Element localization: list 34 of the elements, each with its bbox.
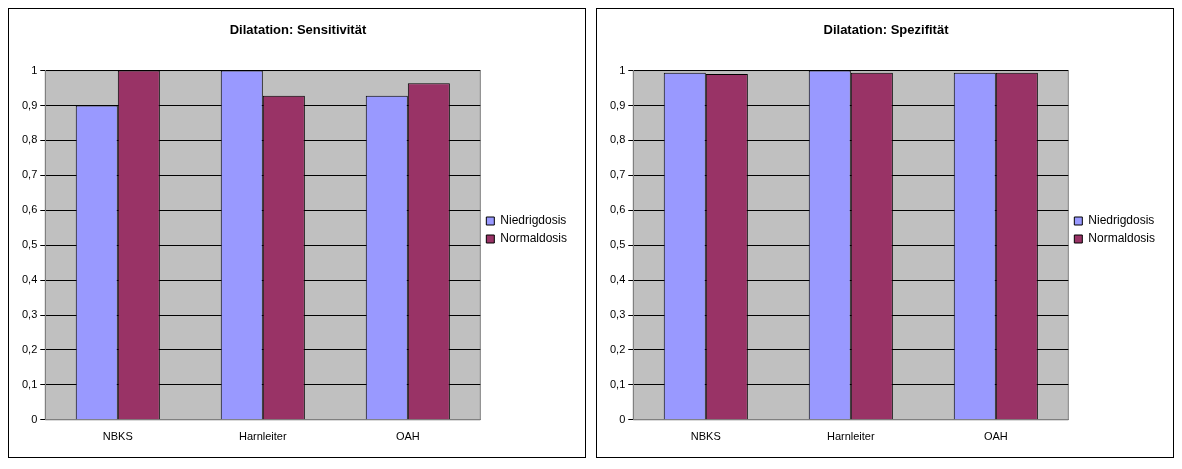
- legend-label: Niedrigdosis: [500, 213, 567, 228]
- y-tick-label: 0,2: [21, 342, 38, 355]
- y-tick-label: 0: [31, 412, 38, 425]
- x-tick-label: NBKS: [690, 430, 721, 443]
- y-tick-label: 0,7: [21, 168, 38, 181]
- y-tick-label: 0,4: [21, 273, 38, 286]
- y-tick-label: 0,3: [21, 308, 38, 321]
- chart-title: Dilatation: Sensitivität: [229, 22, 367, 38]
- chart-title: Dilatation: Spezifität: [823, 22, 950, 38]
- y-tick-label: 0,8: [609, 133, 626, 146]
- y-tick-label: 0,1: [21, 377, 38, 390]
- y-tick-label: 1: [619, 63, 626, 76]
- y-tick-label: 0,7: [609, 168, 626, 181]
- y-tick-label: 0,9: [609, 98, 626, 111]
- y-tick-label: 0,6: [609, 203, 626, 216]
- legend-label: Normaldosis: [500, 231, 567, 246]
- x-tick-label: OAH: [395, 430, 420, 443]
- y-tick-label: 0,4: [609, 273, 626, 286]
- y-tick-label: 0,8: [21, 133, 38, 146]
- y-tick-label: 0,6: [21, 203, 38, 216]
- y-tick-label: 0,2: [609, 342, 626, 355]
- y-tick-label: 0,9: [21, 98, 38, 111]
- y-tick-label: 0,1: [609, 377, 626, 390]
- y-tick-label: 0,5: [609, 238, 626, 251]
- x-tick-label: NBKS: [102, 430, 133, 443]
- x-tick-label: Harnleiter: [826, 430, 875, 443]
- y-tick-label: 0,3: [609, 308, 626, 321]
- x-tick-label: Harnleiter: [238, 430, 287, 443]
- x-tick-label: OAH: [983, 430, 1008, 443]
- legend-label: Niedrigdosis: [1088, 213, 1155, 228]
- y-tick-label: 1: [31, 63, 38, 76]
- legend-label: Normaldosis: [1088, 231, 1155, 246]
- y-tick-label: 0,5: [21, 238, 38, 251]
- y-tick-label: 0: [619, 412, 626, 425]
